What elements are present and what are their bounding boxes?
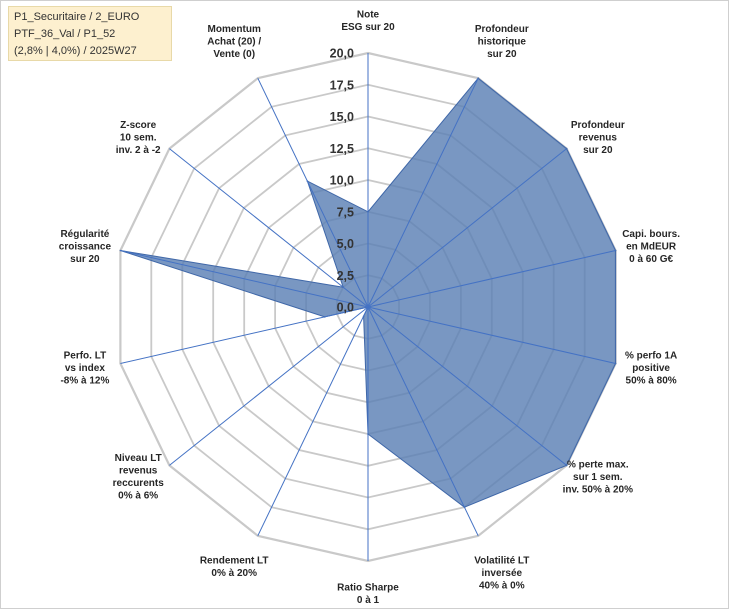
tick-label-1: 2,5 (337, 269, 354, 283)
axis-spoke-13 (257, 77, 369, 308)
axis-label-line: Rendement LT (200, 556, 269, 567)
axis-spoke-1 (367, 77, 479, 308)
axis-label-3: Capi. bours. en MdEUR 0 à 60 G€ (622, 229, 680, 265)
info-line-3: (2,8% | 4,0%) / 2025W27 (14, 45, 137, 57)
axis-label-line: inv. 2 à -2 (116, 145, 161, 156)
tick-label-5: 12,5 (330, 142, 354, 156)
axis-label-line: % perfo 1A (625, 350, 677, 361)
axis-label-7: Ratio Sharpe 0 à 1 (337, 583, 399, 607)
axis-label-line: Z-score (120, 120, 157, 131)
radar-tick-labels: 0,0 2,5 5,0 7,5 10,0 12,5 15,0 17,5 20,0 (330, 47, 354, 315)
axis-label-line: 0 à 1 (357, 595, 380, 606)
axis-label-line: revenus (119, 466, 158, 477)
axis-label-line: Régularité (60, 229, 109, 240)
tick-label-4: 10,0 (330, 174, 354, 188)
axis-label-line: sur 20 (70, 254, 100, 265)
tick-label-6: 15,0 (330, 110, 354, 124)
axis-label-line: Ratio Sharpe (337, 583, 399, 594)
axis-label-line: Volatilité LT (474, 556, 529, 567)
axis-label-12: Z-score 10 sem. inv. 2 à -2 (116, 120, 161, 156)
axis-label-line: Profondeur (571, 120, 625, 131)
radar-axis-labels: Note ESG sur 20 Profondeur historique sur 20… (59, 10, 680, 607)
axis-label-10: Perfo. LT vs index -8% à 12% (60, 350, 109, 386)
axis-spoke-12 (169, 148, 369, 308)
axis-label-line: Perfo. LT (64, 350, 107, 361)
axis-label-line: inversée (482, 568, 523, 579)
axis-label-line: reccurents (113, 478, 165, 489)
axis-label-13: Momentum Achat (20) / Vente (0) (207, 24, 261, 60)
axis-label-line: 0% à 6% (118, 491, 158, 502)
axis-label-line: en MdEUR (626, 242, 677, 253)
axis-label-0: Note ESG sur 20 (341, 10, 395, 34)
axis-label-line: Note (357, 10, 380, 21)
axis-label-line: Capi. bours. (622, 229, 680, 240)
axis-label-line: historique (478, 36, 527, 47)
axis-spoke-2 (367, 148, 567, 308)
axis-label-line: sur 20 (583, 145, 613, 156)
axis-spoke-9 (169, 306, 369, 466)
axis-label-line: 40% à 0% (479, 581, 525, 592)
axis-label-line: 50% à 80% (626, 375, 677, 386)
axis-spoke-5 (367, 306, 567, 466)
tick-label-8: 20,0 (330, 47, 354, 61)
info-line-2: PTF_36_Val / P1_52 (14, 28, 116, 40)
tick-label-3: 7,5 (337, 205, 354, 219)
axis-label-line: 0 à 60 G€ (629, 254, 673, 265)
axis-label-6: Volatilité LT inversée 40% à 0% (474, 556, 529, 592)
axis-label-4: % perfo 1A positive 50% à 80% (625, 350, 677, 386)
axis-label-line: Niveau LT (115, 453, 162, 464)
radar-spokes (120, 53, 616, 561)
axis-label-line: vs index (65, 363, 105, 374)
axis-label-line: Profondeur (475, 24, 529, 35)
axis-spoke-8 (257, 306, 369, 537)
portfolio-info-box: P1_Securitaire / 2_EURO PTF_36_Val / P1_… (8, 6, 172, 61)
axis-label-1: Profondeur historique sur 20 (475, 24, 529, 60)
axis-label-8: Rendement LT 0% à 20% (200, 556, 269, 580)
axis-spoke-6 (367, 306, 479, 537)
axis-label-line: 0% à 20% (211, 568, 257, 579)
axis-label-line: sur 20 (487, 49, 517, 60)
tick-label-2: 5,0 (337, 237, 354, 251)
axis-label-line: sur 1 sem. (573, 472, 623, 483)
axis-label-line: croissance (59, 242, 112, 253)
tick-label-7: 17,5 (330, 78, 354, 92)
axis-label-11: Régularité croissance sur 20 (59, 229, 112, 265)
axis-label-line: ESG sur 20 (341, 22, 395, 33)
axis-label-2: Profondeur revenus sur 20 (571, 120, 625, 156)
axis-spoke-10 (120, 306, 369, 364)
tick-label-0: 0,0 (337, 301, 354, 315)
info-line-1: P1_Securitaire / 2_EURO (14, 11, 140, 23)
axis-spoke-11 (120, 250, 369, 308)
axis-label-line: 10 sem. (120, 133, 157, 144)
axis-label-9: Niveau LT revenus reccurents 0% à 6% (113, 453, 165, 502)
axis-label-line: Vente (0) (213, 49, 255, 60)
axis-label-line: Achat (20) / (207, 36, 261, 47)
axis-label-line: revenus (579, 133, 618, 144)
axis-label-line: % perte max. (567, 459, 629, 470)
axis-spoke-3 (367, 250, 616, 308)
axis-label-line: Momentum (208, 24, 261, 35)
axis-spoke-4 (367, 306, 616, 364)
axis-label-line: -8% à 12% (60, 375, 109, 386)
axis-label-line: positive (632, 363, 670, 374)
axis-label-line: inv. 50% à 20% (563, 484, 634, 495)
axis-label-5: % perte max. sur 1 sem. inv. 50% à 20% (563, 459, 634, 495)
